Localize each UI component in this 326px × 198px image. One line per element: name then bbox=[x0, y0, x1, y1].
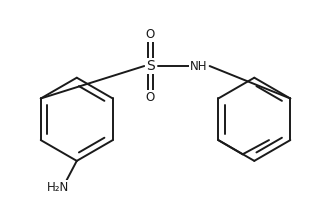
Text: H₂N: H₂N bbox=[46, 181, 69, 194]
Text: S: S bbox=[146, 59, 155, 73]
Text: NH: NH bbox=[190, 60, 207, 72]
Text: O: O bbox=[146, 28, 155, 41]
Text: O: O bbox=[146, 91, 155, 104]
